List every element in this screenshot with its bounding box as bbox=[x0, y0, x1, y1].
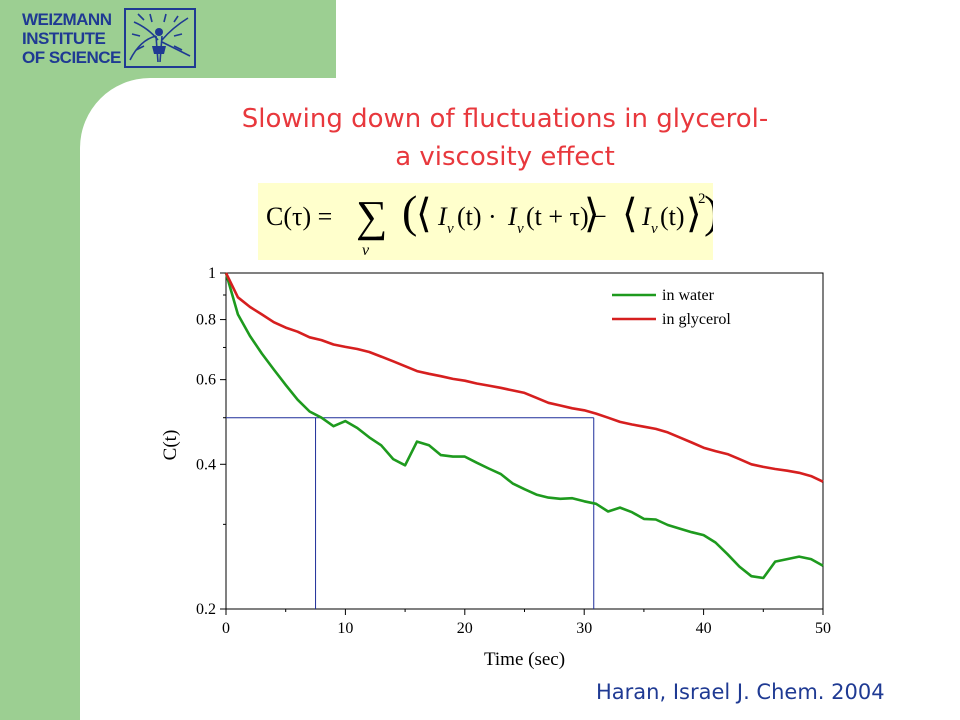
formula-time-c: (t) bbox=[660, 202, 685, 231]
legend-label-0: in water bbox=[662, 287, 715, 304]
formula-angle-right-icon: ⟩ bbox=[584, 191, 600, 236]
x-tick-label-1: 10 bbox=[337, 620, 353, 637]
formula-sum-index: ν bbox=[362, 242, 370, 259]
formula-term-b: I bbox=[507, 202, 518, 231]
formula-angle-right-2-icon: ⟩ bbox=[686, 191, 702, 236]
y-tick-label-3: 0.8 bbox=[196, 312, 216, 329]
y-tick-label-4: 1 bbox=[208, 265, 216, 282]
formula-time-b: (t + τ) bbox=[526, 202, 589, 231]
correlation-formula: C(τ) = ∑ ν ( ⟨ I ν (t) · I ν (t + τ) ⟩ −… bbox=[258, 183, 713, 260]
x-tick-label-3: 30 bbox=[576, 620, 592, 637]
formula-power: 2 bbox=[698, 191, 706, 207]
logo-line-2: INSTITUTE bbox=[22, 29, 106, 48]
formula-angle-left-2-icon: ⟨ bbox=[622, 191, 638, 236]
legend-label-1: in glycerol bbox=[662, 311, 731, 328]
title-line-1: Slowing down of fluctuations in glycerol… bbox=[241, 104, 769, 134]
y-tick-label-0: 0.2 bbox=[196, 601, 216, 618]
x-tick-label-5: 50 bbox=[815, 620, 831, 637]
formula-sub-c: ν bbox=[651, 221, 658, 237]
formula-lhs: C(τ) = bbox=[266, 202, 332, 231]
logo-line-3: OF SCIENCE bbox=[22, 48, 121, 67]
formula-angle-left-icon: ⟨ bbox=[416, 191, 432, 236]
institute-logo: WEIZMANN INSTITUTE OF SCIENCE bbox=[0, 0, 336, 78]
x-tick-label-0: 0 bbox=[222, 620, 230, 637]
series-line-1 bbox=[224, 272, 824, 483]
citation: Haran, Israel J. Chem. 2004 bbox=[596, 680, 885, 704]
logo-line-1: WEIZMANN bbox=[22, 10, 112, 29]
formula-sum-symbol: ∑ bbox=[356, 192, 387, 241]
slide-title: Slowing down of fluctuations in glycerol… bbox=[170, 100, 840, 176]
formula-paren-right-icon: ) bbox=[704, 186, 713, 237]
formula-minus: − bbox=[592, 202, 607, 231]
logo-emblem-icon bbox=[124, 8, 196, 68]
series-line-0 bbox=[224, 272, 824, 580]
y-axis-label: C(t) bbox=[160, 430, 181, 461]
formula-sub-a: ν bbox=[447, 221, 454, 237]
x-axis-label: Time (sec) bbox=[484, 649, 565, 670]
formula-paren-left-icon: ( bbox=[402, 186, 417, 237]
formula-term-c: I bbox=[641, 202, 652, 231]
formula-time-a: (t) · bbox=[457, 202, 497, 231]
formula-sub-b: ν bbox=[517, 221, 524, 237]
correlation-chart: 0 10 20 30 40 50 0.2 0.4 0.6 0.8 1 Time (sec) C(t) in… bbox=[160, 265, 831, 670]
y-tick-label-2: 0.6 bbox=[196, 372, 216, 389]
title-line-2: a viscosity effect bbox=[395, 142, 615, 172]
x-tick-label-4: 40 bbox=[696, 620, 712, 637]
logo-wordmark: WEIZMANN INSTITUTE OF SCIENCE bbox=[22, 10, 121, 67]
formula-term-a: I bbox=[437, 202, 448, 231]
sidebar-band bbox=[0, 0, 80, 720]
x-tick-label-2: 20 bbox=[457, 620, 473, 637]
y-tick-label-1: 0.4 bbox=[196, 456, 216, 473]
